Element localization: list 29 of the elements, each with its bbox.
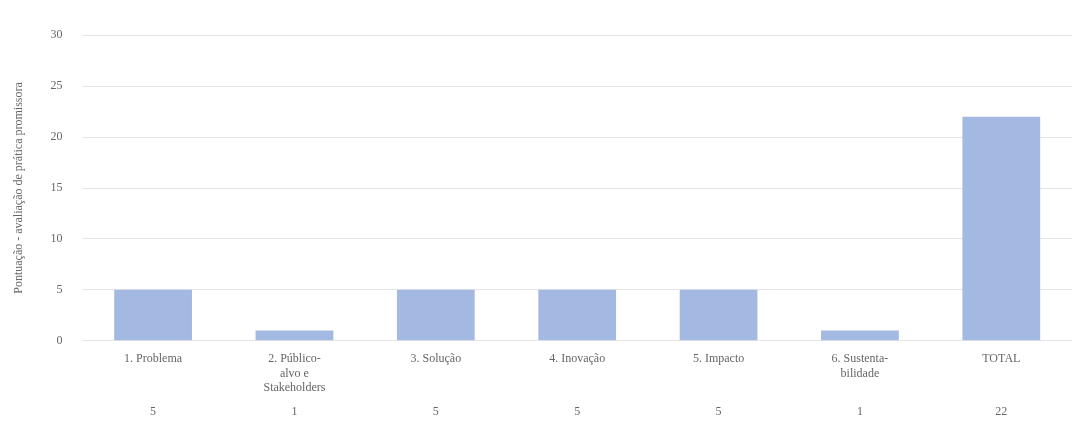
y-tick-label: 25	[50, 78, 63, 93]
y-tick-label: 15	[50, 180, 63, 195]
x-tick-label: 2. Público- alvo e Stakeholders	[263, 351, 326, 394]
y-tick-label: 30	[50, 27, 63, 42]
x-tick-label: 3. Solução	[410, 351, 462, 366]
bar	[255, 330, 334, 341]
x-tick-label: 4. Inovação	[549, 351, 606, 366]
x-tick-label: 1. Problema	[124, 351, 183, 366]
data-label: 5	[574, 404, 581, 419]
x-tick-label: 6. Sustenta- bilidade	[831, 351, 889, 380]
data-label: 5	[150, 404, 157, 419]
bar	[821, 330, 899, 341]
data-label: 5	[432, 404, 439, 419]
y-tick-label: 10	[50, 231, 63, 246]
y-tick-label: 5	[56, 282, 63, 297]
bar	[396, 289, 475, 341]
data-label: 1	[856, 404, 863, 419]
y-axis-title: Pontuação - avaliação de prática promissora	[11, 81, 26, 294]
x-tick-label: 5. Impacto	[692, 351, 745, 366]
data-label: 22	[995, 404, 1008, 419]
bar	[538, 289, 617, 341]
x-tick-label: TOTAL	[982, 351, 1021, 366]
data-label: 1	[291, 404, 298, 419]
bar	[679, 289, 758, 341]
y-tick-label: 0	[56, 332, 63, 347]
bar	[962, 116, 1041, 341]
data-label: 5	[715, 404, 722, 419]
bar	[114, 289, 192, 341]
y-tick-label: 20	[50, 129, 63, 144]
